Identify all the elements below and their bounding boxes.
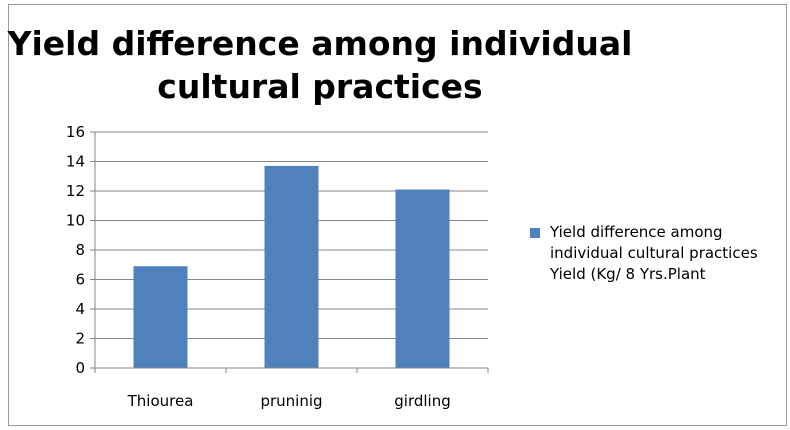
chart-title: Yield difference among individual cultur… — [7, 24, 633, 106]
bar-girdling — [395, 189, 450, 368]
x-tick-label: pruninig — [260, 392, 322, 410]
y-tick-label: 16 — [66, 123, 85, 141]
y-tick-label: 12 — [66, 182, 85, 200]
bars — [133, 165, 450, 368]
y-tick-label: 2 — [75, 330, 85, 348]
bar-thiourea — [133, 266, 188, 368]
y-tick-label: 6 — [75, 271, 85, 289]
y-tick-label: 10 — [66, 212, 85, 230]
x-tick-labels: Thiourea pruninig girdling — [127, 392, 451, 410]
y-tick-labels: 0 2 4 6 8 10 12 14 16 — [66, 123, 85, 377]
axes — [90, 131, 489, 373]
x-tick-label: girdling — [394, 392, 450, 410]
y-tick-label: 4 — [75, 300, 85, 318]
y-tick-label: 0 — [75, 359, 85, 377]
legend-series-name: Yield difference among individual cultur… — [550, 223, 758, 283]
y-tick-label: 14 — [66, 153, 85, 171]
x-tick-label: Thiourea — [127, 392, 194, 410]
y-tick-label: 8 — [75, 241, 85, 259]
legend-swatch — [530, 228, 540, 238]
bar-pruninig — [264, 165, 319, 368]
